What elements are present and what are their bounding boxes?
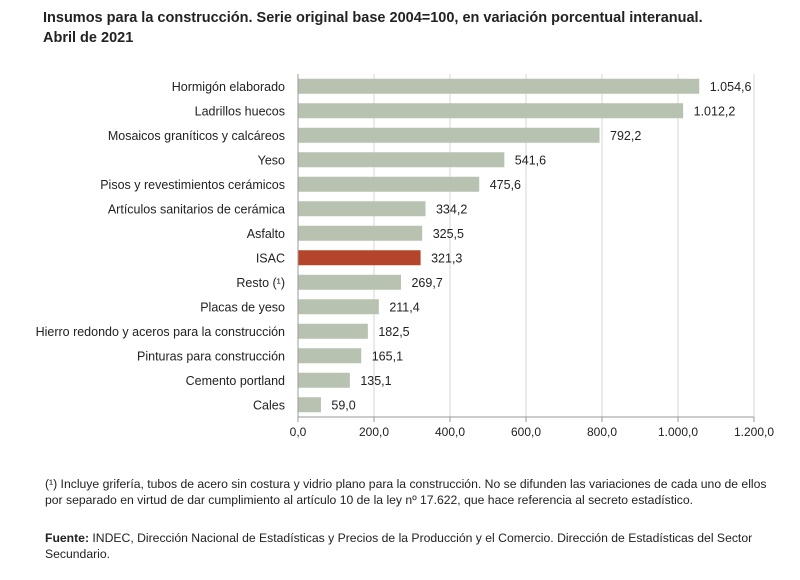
category-label: Yeso (258, 153, 285, 167)
x-tick-label: 1.200,0 (734, 425, 774, 439)
data-label: 321,3 (431, 251, 462, 265)
x-tick-label: 0,0 (290, 425, 307, 439)
bar (298, 372, 350, 388)
footnote: (¹) Incluye grifería, tubos de acero sin… (45, 477, 767, 507)
chart-title-line2: Abril de 2021 (43, 30, 134, 46)
data-label: 334,2 (436, 202, 467, 216)
bar (298, 274, 401, 290)
source-text: INDEC, Dirección Nacional de Estadística… (45, 531, 753, 561)
data-label: 135,1 (360, 374, 391, 388)
data-label: 1.054,6 (710, 80, 752, 94)
bar (298, 348, 362, 364)
data-label: 211,4 (389, 300, 419, 314)
category-label: Pinturas para construcción (137, 349, 285, 363)
bar (298, 299, 379, 315)
data-label: 165,1 (372, 349, 403, 363)
chart-title: Insumos para la construcción. Serie orig… (43, 8, 703, 48)
x-tick-label: 800,0 (587, 425, 617, 439)
data-label: 1.012,2 (694, 104, 736, 118)
bar (298, 201, 426, 217)
bar (298, 323, 368, 339)
category-label: Placas de yeso (200, 300, 285, 314)
category-label: ISAC (256, 251, 285, 265)
data-label: 182,5 (378, 325, 409, 339)
data-label: 269,7 (411, 276, 442, 290)
category-label: Cales (253, 398, 285, 412)
data-label: 541,6 (515, 153, 546, 167)
category-label: Mosaicos graníticos y calcáreos (108, 129, 285, 143)
bar (298, 397, 321, 413)
category-label: Cemento portland (186, 374, 285, 388)
bar (298, 225, 423, 241)
data-label: 792,2 (610, 129, 641, 143)
chart-title-line1: Insumos para la construcción. Serie orig… (43, 10, 703, 26)
bar (298, 103, 684, 119)
source-label: Fuente: (45, 531, 90, 545)
category-label: Artículos sanitarios de cerámica (108, 202, 285, 216)
x-tick-label: 200,0 (359, 425, 389, 439)
bar (298, 176, 480, 192)
category-label: Resto (¹) (236, 276, 285, 290)
category-label: Hierro redondo y aceros para la construc… (36, 325, 285, 339)
x-tick-label: 400,0 (435, 425, 465, 439)
data-label: 325,5 (433, 227, 464, 241)
bar-chart: 0,0 200,0 400,0 600,0 800,0 1.000,0 1.200,0 Hor… (36, 74, 774, 439)
data-label: 475,6 (490, 178, 521, 192)
source-note: Fuente: INDEC, Dirección Nacional de Est… (45, 531, 780, 562)
category-label: Asfalto (247, 227, 285, 241)
category-label: Ladrillos huecos (195, 104, 285, 118)
x-tick-label: 1.000,0 (658, 425, 698, 439)
bar (298, 127, 600, 143)
bar (298, 78, 700, 94)
x-tick-label: 600,0 (511, 425, 541, 439)
bar (298, 152, 505, 168)
category-label: Pisos y revestimientos cerámicos (100, 178, 285, 192)
data-label: 59,0 (331, 398, 355, 412)
category-label: Hormigón elaborado (172, 80, 285, 94)
bar (298, 250, 421, 266)
